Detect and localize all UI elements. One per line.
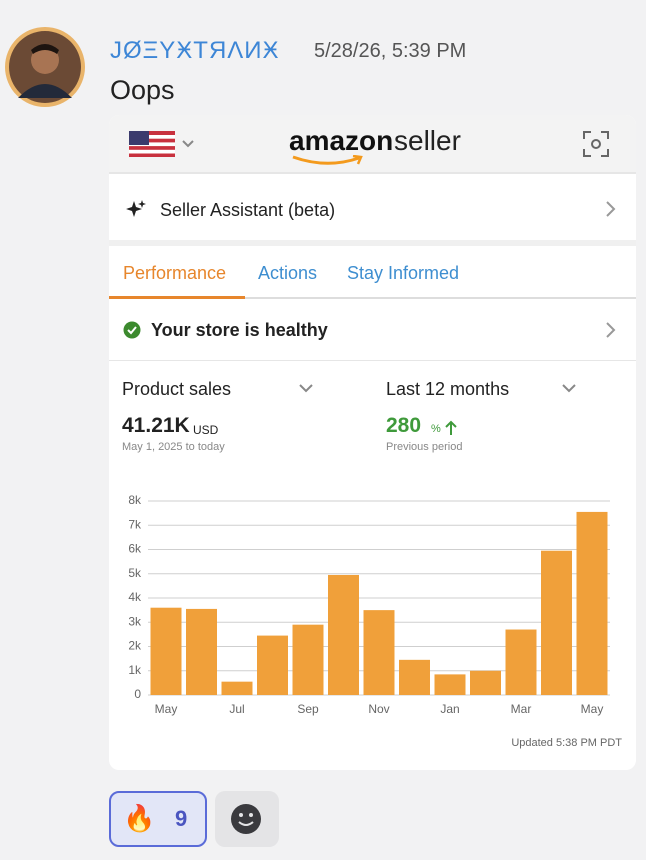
metric-select[interactable]: Product sales <box>122 379 232 399</box>
logo-brand: amazon <box>289 125 394 156</box>
change-unit: % <box>431 423 441 435</box>
bar <box>399 659 430 695</box>
change-note: Previous period <box>386 441 463 453</box>
bar <box>257 635 288 695</box>
header <box>109 115 636 173</box>
bar <box>150 607 182 695</box>
range: May 1, 2025 to today <box>122 441 225 453</box>
timestamp: 5/28/26, 5:39 PM <box>314 40 467 62</box>
logo-product: seller <box>394 125 461 156</box>
total-unit: USD <box>193 423 219 437</box>
dropdown-chevron <box>299 384 313 393</box>
bar <box>505 629 537 695</box>
country-selector[interactable] <box>129 131 203 157</box>
divider <box>109 172 636 174</box>
y-tick-label: 2k <box>128 639 142 653</box>
reaction-count: 9 <box>175 806 188 831</box>
embed-card: amazon seller Seller Assistant (beta) Pe… <box>109 115 636 770</box>
reaction-button[interactable]: 🔥 9 <box>109 791 207 847</box>
period-select[interactable]: Last 12 months <box>386 379 510 399</box>
bar <box>576 511 608 695</box>
bar <box>470 670 501 695</box>
tab[interactable]: Stay Informed <box>347 263 460 283</box>
y-tick-label: 0 <box>134 687 141 701</box>
x-tick-label: Sep <box>297 702 319 716</box>
total-value: 41.21K <box>122 414 190 437</box>
x-tick-label: Jan <box>440 702 459 716</box>
bar <box>221 681 253 695</box>
bar <box>292 624 324 695</box>
bar <box>186 608 217 695</box>
scan-button[interactable] <box>582 130 610 158</box>
x-tick-label: Nov <box>368 702 389 716</box>
y-tick-label: 5k <box>128 566 142 580</box>
y-tick-label: 8k <box>128 493 142 507</box>
author[interactable]: JØΞYӾTЯΛИӾ <box>110 37 280 64</box>
y-tick-label: 6k <box>128 542 142 556</box>
chart: 0 1k 2k 3k 4k 5k 6k 7k 8k May Jul Sep Nov Jan Mar May <box>128 493 610 716</box>
divider <box>109 297 636 299</box>
logo-smile <box>292 155 363 165</box>
chevron <box>606 322 616 338</box>
bar <box>328 574 359 695</box>
y-tick-label: 7k <box>128 517 142 531</box>
bar <box>541 550 572 695</box>
x-tick-label: May <box>155 702 178 716</box>
y-tick-label: 3k <box>128 614 142 628</box>
tab[interactable]: Actions <box>258 263 318 283</box>
tab-indicator <box>109 296 245 299</box>
status[interactable]: Your store is healthy <box>151 320 328 340</box>
y-tick-label: 4k <box>128 590 142 604</box>
divider <box>109 360 636 361</box>
message-text: Oops <box>110 75 175 105</box>
bar <box>363 610 395 695</box>
dropdown-chevron <box>562 384 576 393</box>
x-tick-label: Jul <box>229 702 244 716</box>
x-tick-label: May <box>581 702 604 716</box>
check-icon <box>123 321 141 339</box>
assistant-link[interactable]: Seller Assistant (beta) <box>160 200 336 220</box>
y-tick-label: 1k <box>128 663 142 677</box>
add-reaction-button[interactable] <box>215 791 279 847</box>
bar <box>434 674 466 695</box>
up-arrow <box>445 420 457 435</box>
divider <box>109 240 636 246</box>
avatar[interactable] <box>4 26 86 108</box>
updated: Updated 5:38 PM PDT <box>511 737 622 749</box>
change-value: 280 <box>386 414 422 437</box>
chevron <box>606 201 616 217</box>
tab[interactable]: Performance <box>123 263 227 283</box>
sparkle-icon <box>126 200 146 217</box>
x-tick-label: Mar <box>511 702 532 716</box>
reaction-emoji: 🔥 <box>123 803 156 833</box>
